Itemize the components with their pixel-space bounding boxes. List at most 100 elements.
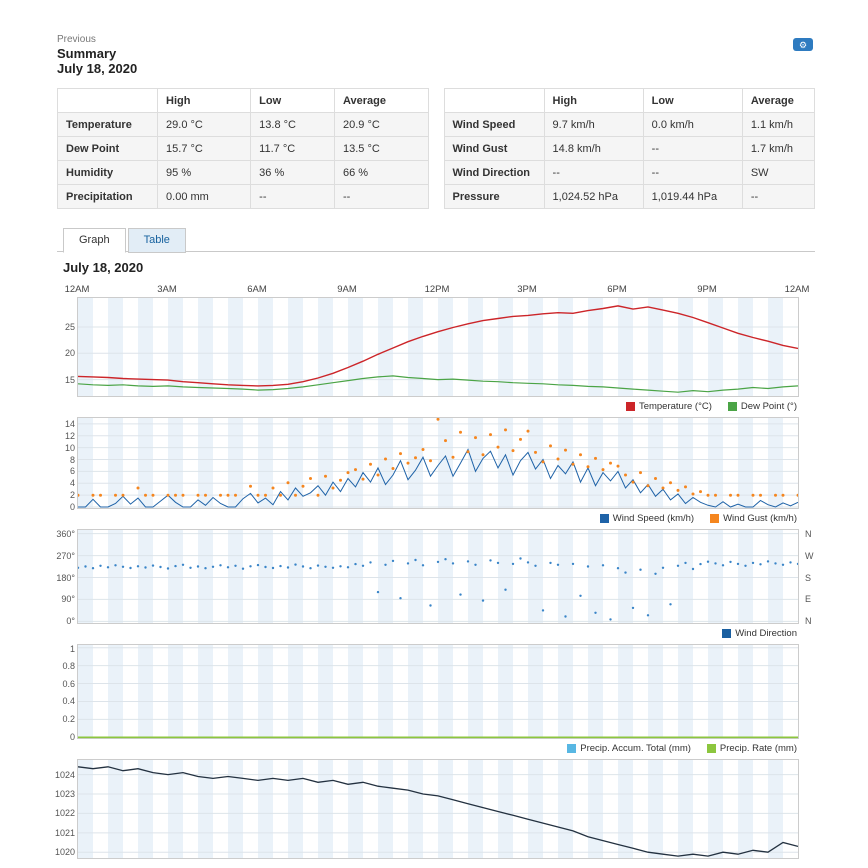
column-header: [56, 88, 159, 113]
graphs-section: July 18, 2020 12AM 3AM 6AM 9AM 12PM 3PM 6PM 9PM…: [55, 260, 815, 867]
cell-average: 1.1 km/h: [741, 112, 816, 137]
legend-label: Wind Direction: [735, 627, 797, 639]
wind-direction-legend: Wind Direction: [77, 627, 797, 639]
pressure-chart: 1020 1021 1022 1023 1024: [55, 759, 815, 867]
y-tick-label: 1022: [54, 808, 75, 819]
wind-direction-plot-area: 0° 90° 180° 270° 360° N W S E N: [56, 529, 814, 626]
y-tick-label: 90°: [61, 594, 75, 605]
gear-icon: ⚙: [798, 39, 808, 50]
cell-low: 11.7 °C: [250, 136, 335, 161]
row-label: Temperature: [56, 112, 159, 137]
time-tick-label: 12AM: [784, 284, 810, 295]
legend-item: Precip. Accum. Total (mm): [567, 743, 691, 754]
wind-pressure-summary-table: High Low Average Wind Speed 9.7 km/h 0.0 km/h…: [443, 88, 816, 209]
compass-label: W: [805, 550, 814, 561]
table-row: Temperature 29.0 °C 13.8 °C 20.9 °C: [56, 112, 429, 137]
y-tick-label: 1023: [54, 788, 75, 799]
legend-label: Precip. Accum. Total (mm): [580, 742, 691, 754]
y-tick-label: 0: [69, 502, 75, 513]
column-header: Low: [642, 88, 743, 113]
y-tick-label: 4: [69, 478, 75, 489]
temperature-dewpoint-chart: 15 20 25 Temperature (°C) Dew Point (°): [57, 297, 815, 412]
pressure-plot-area: 1020 1021 1022 1023 1024: [55, 759, 799, 859]
y-tick-label: 2: [69, 490, 75, 501]
y-tick-label: 180°: [56, 572, 75, 583]
y-tick-label: 360°: [56, 529, 75, 539]
y-tick-label: 10: [64, 442, 75, 453]
wind-speed-gust-plot-area: 0 2 4 6 8 10 12 14: [65, 417, 799, 512]
cell-average: --: [333, 184, 429, 209]
y-tick-label: 25: [64, 321, 75, 332]
table-row: Dew Point 15.7 °C 11.7 °C 13.5 °C: [56, 136, 429, 161]
column-header: High: [543, 88, 644, 113]
temperature-summary-table: High Low Average Temperature 29.0 °C 13.8 °C 2…: [56, 88, 429, 209]
legend-swatch-icon: [567, 743, 577, 753]
cell-low: --: [642, 160, 743, 185]
header: Previous Summary July 18, 2020 ⚙: [57, 34, 815, 76]
legend-swatch-icon: [706, 743, 716, 753]
row-label: Precipitation: [56, 184, 159, 209]
y-tick-label: 1020: [54, 847, 75, 858]
precipitation-chart: 0 0.2 0.4 0.6 0.8 1 Precip. Accum. Total (mm) P…: [57, 644, 815, 754]
y-tick-label: 270°: [56, 550, 75, 561]
column-header: Low: [250, 88, 335, 113]
table-row: Wind Direction -- -- SW: [443, 160, 816, 185]
row-label: Wind Gust: [443, 136, 545, 161]
y-tick-label: 0.8: [62, 660, 75, 671]
time-tick-label: 12PM: [424, 284, 450, 295]
view-tabs: Graph Table: [57, 227, 815, 253]
table-row: Precipitation 0.00 mm -- --: [56, 184, 429, 209]
cell-low: 0.0 km/h: [642, 112, 743, 137]
time-tick-label: 12AM: [64, 284, 90, 295]
row-label: Humidity: [56, 160, 159, 185]
cell-average: --: [741, 184, 816, 209]
y-tick-label: 6: [69, 466, 75, 477]
cell-high: 15.7 °C: [157, 136, 252, 161]
compass-label: S: [805, 572, 812, 583]
compass-label: N: [805, 529, 812, 539]
cell-low: --: [250, 184, 335, 209]
wind-speed-gust-legend: Wind Speed (km/h) Wind Gust (km/h): [77, 512, 797, 524]
wind-direction-chart: 0° 90° 180° 270° 360° N W S E N Wind Direction: [56, 529, 815, 639]
previous-link[interactable]: Previous: [57, 34, 96, 45]
cell-average: 66 %: [333, 160, 429, 185]
y-tick-label: 0.2: [62, 714, 75, 725]
legend-label: Dew Point (°): [740, 400, 797, 412]
y-tick-label: 0°: [66, 616, 75, 627]
settings-button[interactable]: ⚙: [793, 38, 813, 51]
legend-item: Wind Direction: [722, 628, 797, 639]
compass-label: N: [805, 616, 812, 627]
row-label: Wind Speed: [443, 112, 545, 137]
legend-item: Wind Gust (km/h): [710, 513, 797, 524]
column-header: [443, 88, 545, 113]
time-tick-label: 6PM: [607, 284, 627, 295]
legend-swatch-icon: [599, 513, 609, 523]
cell-low: --: [642, 136, 743, 161]
time-tick-label: 6AM: [247, 284, 267, 295]
legend-label: Temperature (°C): [638, 400, 712, 412]
compass-label: E: [805, 594, 812, 605]
temperature-dewpoint-plot-area: 15 20 25: [65, 297, 799, 397]
cell-low: 13.8 °C: [250, 112, 335, 137]
charts-container: 15 20 25 Temperature (°C) Dew Point (°) 0 2 4 6 8…: [55, 297, 815, 867]
y-tick-label: 1021: [54, 827, 75, 838]
cell-average: 20.9 °C: [333, 112, 429, 137]
precipitation-legend: Precip. Accum. Total (mm) Precip. Rate (m…: [77, 742, 797, 754]
cell-high: --: [543, 160, 644, 185]
page-date: July 18, 2020: [57, 61, 138, 76]
precipitation-plot-area: 0 0.2 0.4 0.6 0.8 1: [62, 644, 799, 742]
tab-graph[interactable]: Graph: [63, 228, 126, 253]
column-header: Average: [741, 88, 816, 113]
legend-swatch-icon: [727, 401, 737, 411]
summary-tables: High Low Average Temperature 29.0 °C 13.8 °C 2…: [56, 88, 816, 209]
row-label: Wind Direction: [443, 160, 545, 185]
cell-high: 1,024.52 hPa: [543, 184, 644, 209]
y-tick-label: 0.6: [62, 678, 75, 689]
tab-table[interactable]: Table: [127, 228, 186, 253]
y-tick-label: 1024: [54, 769, 75, 780]
y-tick-label: 20: [64, 348, 75, 359]
column-header: Average: [333, 88, 429, 113]
legend-label: Wind Speed (km/h): [612, 512, 695, 524]
legend-item: Dew Point (°): [727, 400, 797, 412]
